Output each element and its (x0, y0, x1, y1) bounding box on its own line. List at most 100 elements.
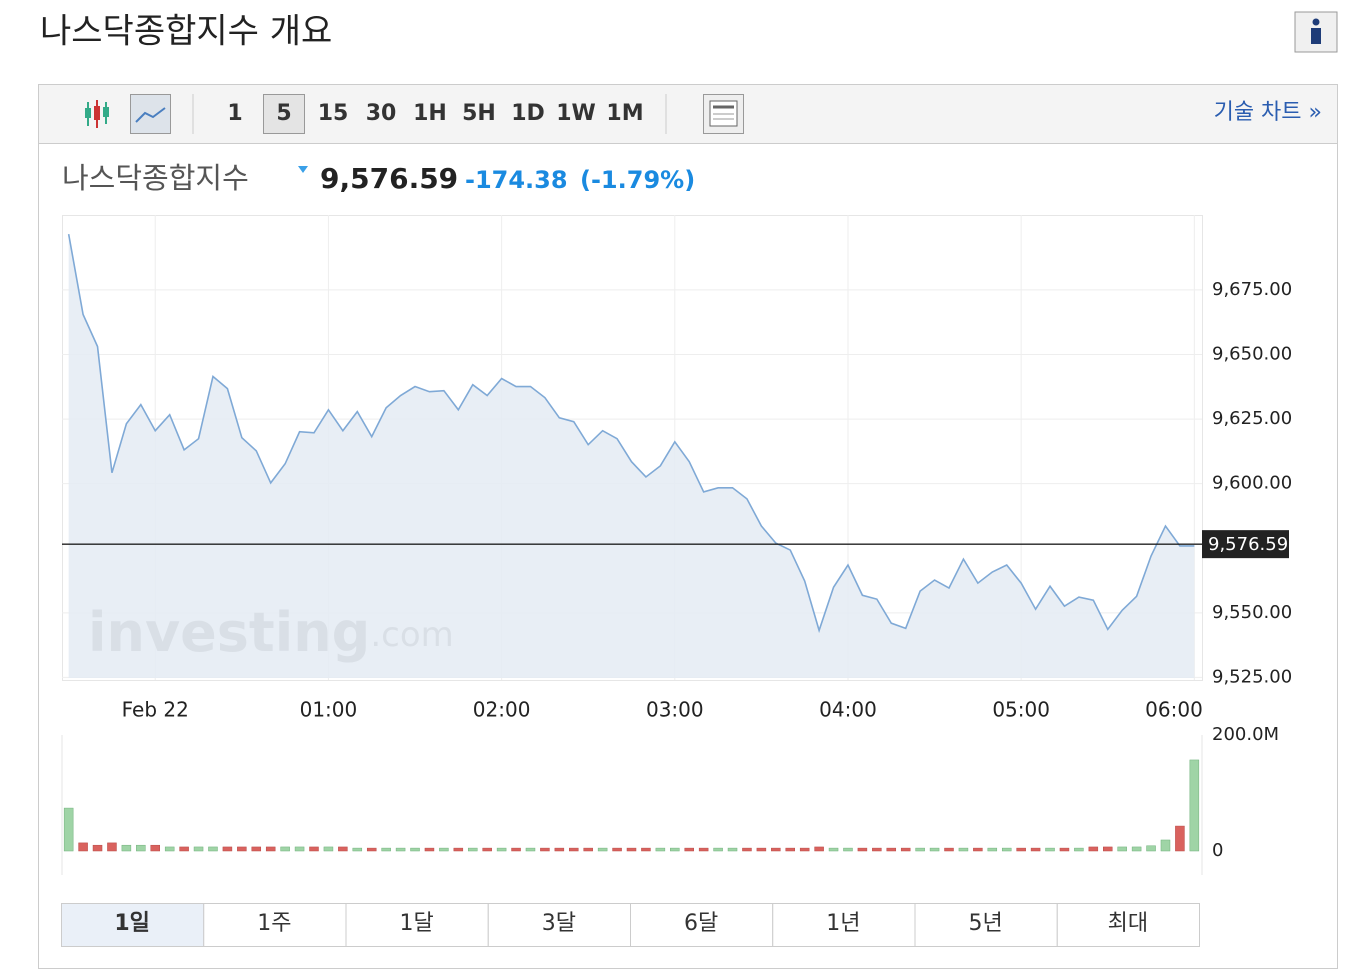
x-tick-label: 03:00 (646, 698, 704, 722)
volume-bar (944, 847, 954, 852)
range-button[interactable] (61, 903, 205, 947)
volume-bar (828, 847, 839, 852)
range-button[interactable] (914, 903, 1058, 947)
interval-button[interactable]: 1D (511, 101, 545, 126)
interval-button[interactable]: 1 (227, 101, 242, 126)
volume-bar (309, 846, 319, 852)
volume-bar (136, 844, 146, 852)
interval-button[interactable]: 1W (556, 101, 596, 126)
x-tick-label: 06:00 (1145, 698, 1203, 722)
volume-bar (915, 847, 925, 852)
technical-chart-link[interactable]: 기술 차트 » (1214, 100, 1322, 125)
volume-bar (1103, 846, 1113, 852)
volume-bar (713, 847, 723, 852)
volume-bar (468, 847, 478, 852)
volume-bar (208, 846, 218, 852)
last-price-box (1202, 530, 1289, 559)
y-tick-label: 9,650.00 (1212, 344, 1292, 365)
volume-bar (1016, 847, 1026, 852)
price-area (68, 234, 1195, 678)
interval-selected[interactable] (263, 94, 305, 134)
quote-price: 9,576.59 (320, 162, 458, 195)
icon-line (135, 107, 166, 123)
volume-bar (771, 847, 781, 852)
volume-bar (525, 847, 536, 852)
interval-button[interactable]: 1M (606, 101, 643, 126)
interval-button[interactable]: 1H (413, 101, 447, 126)
range-label[interactable]: 5년 (969, 911, 1003, 936)
volume-bar (973, 847, 983, 852)
icon-body (85, 108, 91, 118)
volume-bar (294, 846, 305, 852)
volume-bar (958, 847, 969, 852)
volume-bar (1131, 846, 1142, 852)
volume-bar (150, 844, 160, 852)
range-button[interactable] (487, 903, 631, 947)
volume-bar (857, 847, 868, 852)
range-button[interactable] (203, 903, 347, 947)
range-label[interactable]: 1일 (114, 911, 150, 936)
range-button[interactable] (345, 903, 489, 947)
quote-change-pct: (-1.79%) (580, 166, 695, 194)
volume-bar (569, 847, 579, 852)
volume-bar (424, 847, 435, 852)
volume-bar (684, 847, 694, 852)
volume-bar (612, 847, 622, 852)
range-label[interactable]: 1달 (400, 911, 434, 936)
volume-bar (872, 847, 882, 852)
volume-bar (756, 847, 767, 852)
x-tick-label: 05:00 (992, 698, 1050, 722)
range-label[interactable]: 1년 (826, 911, 860, 936)
volume-bar (280, 846, 290, 852)
volume-bar (843, 847, 853, 852)
info-button[interactable] (1294, 11, 1338, 53)
y-tick-label: 9,675.00 (1212, 279, 1292, 300)
info-stem (1311, 28, 1321, 44)
volume-bar (193, 846, 204, 852)
range-button[interactable] (630, 903, 774, 947)
volume-bar (338, 846, 348, 852)
volume-bar (511, 847, 521, 852)
range-label[interactable]: 6달 (684, 911, 718, 936)
toolbar (39, 85, 1337, 143)
volume-bar (482, 847, 492, 852)
volume-tick-label: 200.0M (1212, 724, 1279, 745)
table-icon[interactable] (703, 94, 744, 134)
range-button[interactable] (1056, 903, 1200, 947)
info-dot (1312, 18, 1320, 26)
range-label[interactable]: 3달 (542, 911, 576, 936)
volume-bar (395, 847, 406, 852)
interval-button[interactable]: 5 (276, 101, 291, 126)
volume-bar (987, 847, 998, 852)
volume-bar (597, 847, 608, 852)
volume-bar (121, 844, 132, 852)
price-line (67, 233, 1195, 634)
volume-bar (381, 847, 391, 852)
volume-bar (670, 847, 680, 852)
line-icon[interactable] (130, 94, 171, 134)
volume-bar (814, 846, 824, 852)
volume-bar (237, 846, 247, 852)
volume-bar (583, 847, 593, 852)
volume-tick-label: 0 (1212, 840, 1223, 861)
volume-bar (1117, 846, 1127, 852)
volume-bar (352, 847, 363, 852)
volume-bar (698, 847, 709, 852)
x-tick-label: 02:00 (473, 698, 531, 722)
volume-bar (453, 847, 464, 852)
interval-button[interactable]: 5H (462, 101, 496, 126)
volume-bar (410, 847, 420, 852)
volume-bar (799, 847, 810, 852)
y-tick-label: 9,550.00 (1212, 602, 1292, 623)
volume-bar (540, 847, 550, 852)
volume-bar (323, 846, 334, 852)
interval-button[interactable]: 30 (366, 101, 397, 126)
interval-button[interactable]: 15 (318, 101, 349, 126)
range-label[interactable]: 1주 (257, 911, 291, 936)
icon-box[interactable] (130, 94, 171, 134)
volume-bar (626, 847, 637, 852)
candle-icon[interactable] (85, 100, 109, 128)
range-label[interactable]: 최대 (1108, 911, 1148, 936)
